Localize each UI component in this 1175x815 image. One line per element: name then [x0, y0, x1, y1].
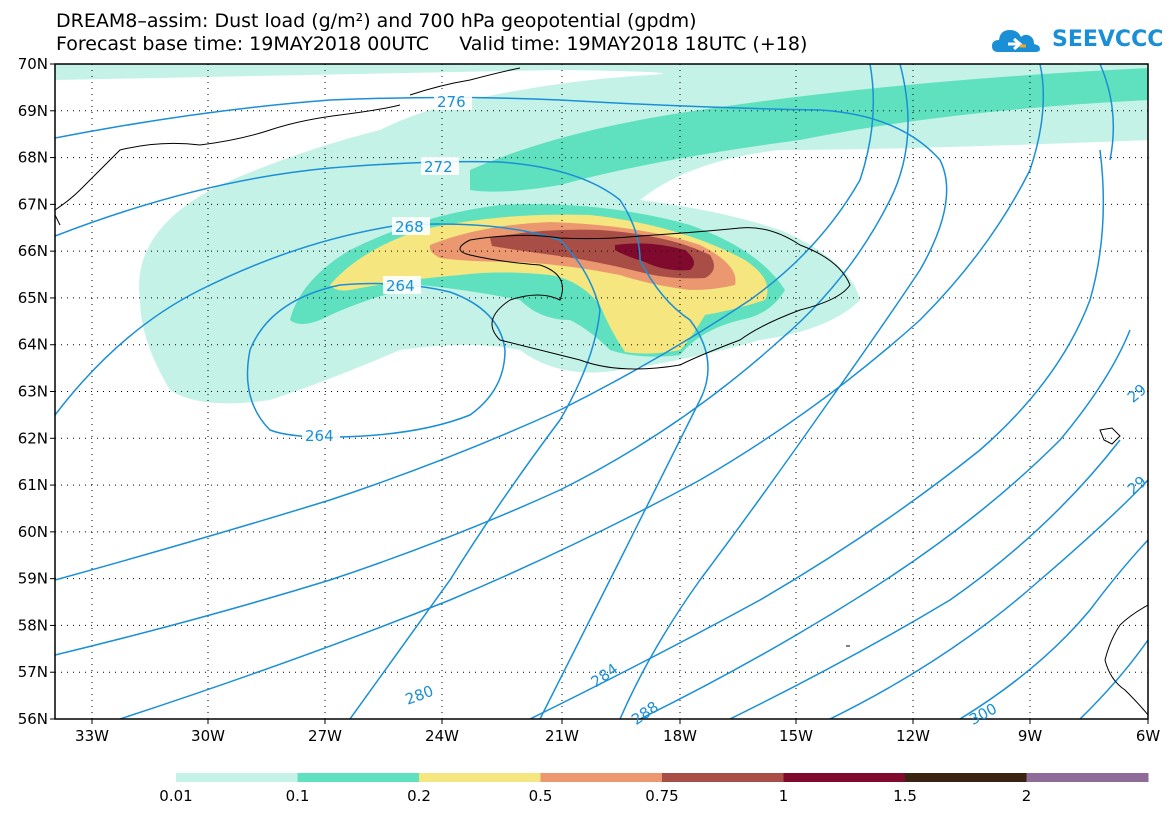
contour-label-280: 280	[403, 682, 436, 709]
greenland-coast	[55, 104, 401, 226]
longitude-labels: 33W 30W 27W 24W 21W 18W 15W 12W 9W 6W	[75, 727, 1160, 745]
contour-label-264b: 264	[305, 427, 334, 445]
scotland-coast	[1104, 604, 1148, 716]
contour-label-264a: 264	[386, 277, 415, 295]
lat-label-63N: 63N	[18, 383, 48, 401]
geopotential-contours	[55, 64, 1148, 719]
lon-label-12W: 12W	[896, 727, 930, 745]
lat-label-57N: 57N	[18, 663, 48, 681]
contour-label-272: 272	[424, 158, 453, 176]
lat-label-62N: 62N	[18, 429, 48, 447]
lat-label-70N: 70N	[18, 55, 48, 73]
map-title: DREAM8–assim: Dust load (g/m²) and 700 h…	[56, 10, 697, 32]
lon-label-15W: 15W	[779, 727, 813, 745]
lon-label-24W: 24W	[425, 727, 459, 745]
colorbar-label-0.5: 0.5	[529, 787, 553, 805]
logo-text: SEEVCCC	[1052, 27, 1164, 52]
faroe-islands	[1099, 427, 1121, 445]
lat-label-69N: 69N	[18, 102, 48, 120]
colorbar-label-0.1: 0.1	[286, 787, 310, 805]
contour-292	[639, 329, 1131, 719]
contour-304	[1079, 639, 1148, 719]
colorbar-label-1: 1	[779, 787, 789, 805]
contour-label-29b: 29	[1124, 472, 1150, 498]
contour-label-300: 300	[966, 699, 1000, 728]
contour-264	[246, 282, 506, 438]
colorbar	[176, 773, 1149, 782]
coastlines	[55, 67, 1148, 716]
lat-label-64N: 64N	[18, 336, 48, 354]
colorbar-swatch-7	[1026, 773, 1149, 782]
lon-label-30W: 30W	[191, 727, 225, 745]
colorbar-label-0.01: 0.01	[159, 787, 192, 805]
colorbar-swatch-6	[905, 773, 1027, 782]
contour-272	[55, 160, 709, 719]
colorbar-swatch-0	[176, 773, 298, 782]
contour-276	[55, 96, 948, 719]
iceland-coast	[459, 227, 851, 370]
contour-284	[119, 64, 1045, 719]
contour-label-284: 284	[588, 660, 622, 691]
lat-label-59N: 59N	[18, 570, 48, 588]
contour-268	[55, 223, 601, 719]
colorbar-label-0.75: 0.75	[645, 787, 678, 805]
lat-label-65N: 65N	[18, 289, 48, 307]
lat-label-67N: 67N	[18, 195, 48, 213]
colorbar-label-0.2: 0.2	[407, 787, 431, 805]
lon-label-21W: 21W	[545, 727, 579, 745]
contour-296	[729, 439, 1121, 719]
dust-area-0.1-north	[470, 68, 1148, 192]
lat-label-56N: 56N	[18, 710, 48, 728]
contour-298	[829, 479, 1148, 719]
colorbar-swatch-5	[783, 773, 906, 782]
contour-300	[959, 539, 1148, 719]
greenland-coast-north	[409, 67, 521, 96]
lon-label-6W: 6W	[1136, 727, 1161, 745]
contour-label-288: 288	[628, 698, 662, 729]
latitude-labels: 70N 69N 68N 67N 66N 65N 64N 63N 62N 61N 60N 59N 58N 5…	[18, 55, 48, 728]
lon-label-9W: 9W	[1018, 727, 1043, 745]
contour-294	[1099, 64, 1115, 161]
contour-label-276: 276	[437, 93, 466, 111]
contour-280	[55, 64, 909, 656]
lat-label-60N: 60N	[18, 523, 48, 541]
contour-label-268: 268	[395, 218, 424, 236]
colorbar-labels: 0.01 0.1 0.2 0.5 0.75 1 1.5 2	[159, 787, 1031, 805]
lat-label-68N: 68N	[18, 149, 48, 167]
contour-288	[529, 149, 1105, 719]
cloud-icon	[992, 30, 1040, 52]
contour-label-29a: 29	[1124, 380, 1150, 406]
lat-label-61N: 61N	[18, 476, 48, 494]
colorbar-label-1.5: 1.5	[893, 787, 917, 805]
lat-label-66N: 66N	[18, 242, 48, 260]
lon-label-33W: 33W	[75, 727, 109, 745]
colorbar-swatch-2	[419, 773, 541, 782]
colorbar-swatch-1	[297, 773, 420, 782]
lon-label-18W: 18W	[663, 727, 697, 745]
contour-280b	[55, 64, 875, 581]
lon-label-27W: 27W	[308, 727, 342, 745]
dust-area-1	[615, 243, 694, 271]
lat-label-58N: 58N	[18, 616, 48, 634]
colorbar-label-2: 2	[1022, 787, 1032, 805]
colorbar-swatch-4	[662, 773, 784, 782]
colorbar-swatch-3	[540, 773, 663, 782]
map-subtitle: Forecast base time: 19MAY2018 00UTC Vali…	[56, 33, 808, 55]
